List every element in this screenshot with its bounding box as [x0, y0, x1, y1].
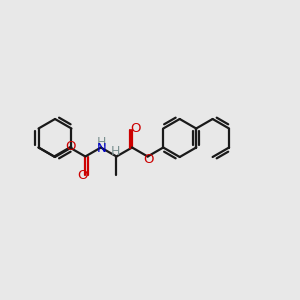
- Text: N: N: [97, 142, 107, 155]
- Text: H: H: [111, 145, 120, 158]
- Text: O: O: [77, 169, 88, 182]
- Text: H: H: [97, 136, 106, 149]
- Text: O: O: [65, 140, 76, 153]
- Text: O: O: [143, 153, 154, 166]
- Text: O: O: [130, 122, 140, 135]
